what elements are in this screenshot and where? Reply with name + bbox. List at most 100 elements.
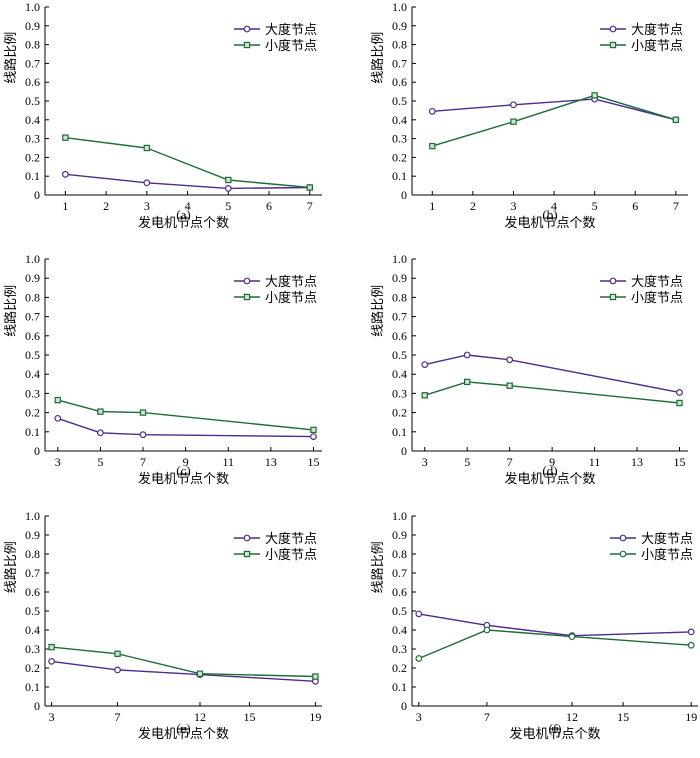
legend-label: 小度节点: [641, 547, 693, 563]
chart-panel-6: 0 0.1 0.2 0.3 0.4 0.5 0.6 0.7 0.8 0.9 1.0 3 7 12 15 19 发…: [370, 509, 698, 742]
y-tick-label: 0: [34, 699, 40, 713]
data-point-s2: [676, 399, 683, 407]
y-tick-label: 0.3: [25, 132, 40, 146]
x-tick-label: 6: [632, 199, 638, 213]
y-tick-label: 0.9: [25, 19, 40, 33]
x-tick-label: 7: [307, 199, 313, 213]
y-tick-label: 0.9: [392, 528, 407, 542]
legend-label: 大度节点: [265, 22, 317, 38]
x-tick-label: 13: [631, 455, 643, 469]
legend-label: 大度节点: [631, 22, 683, 38]
y-tick-label: 0.4: [392, 113, 407, 127]
legend-marker: [243, 534, 251, 542]
panel-caption: (b): [542, 207, 557, 222]
y-tick-label: 0.3: [392, 386, 407, 400]
legend-marker: [243, 293, 251, 301]
panel-caption: (e): [176, 721, 190, 736]
legend-marker: [609, 41, 617, 49]
y-tick-label: 1.0: [25, 509, 40, 523]
y-tick-label: 0.5: [25, 348, 40, 362]
y-tick-label: 0.3: [25, 642, 40, 656]
data-point-s1: [48, 657, 55, 665]
data-point-s2: [483, 626, 491, 634]
chart-panel-2: 0 0.1 0.2 0.3 0.4 0.5 0.6 0.7 0.8 0.9 1.0 1 2 3 4 5 6 7 发电…: [370, 0, 688, 231]
y-tick-label: 0.2: [25, 661, 40, 675]
y-axis-label: 线路比例: [370, 285, 386, 337]
y-tick-label: 0.3: [392, 132, 407, 146]
data-point-s2: [143, 144, 151, 152]
panel-caption: (d): [542, 463, 557, 478]
data-point-s1: [143, 179, 151, 187]
data-point-s2: [415, 655, 423, 662]
y-tick-label: 1.0: [25, 252, 40, 266]
y-tick-label: 0.6: [25, 585, 40, 599]
data-point-s1: [224, 185, 232, 192]
series-line-1: [424, 354, 680, 394]
y-tick-label: 1.0: [392, 0, 407, 14]
x-axis-label: 发电机节点个数: [504, 215, 595, 231]
y-tick-label: 0.6: [392, 329, 407, 343]
y-tick-label: 0.6: [392, 75, 407, 89]
legend-label: 小度节点: [631, 38, 683, 54]
data-point-s1: [463, 351, 471, 359]
y-tick-label: 0.9: [392, 271, 407, 285]
x-tick-label: 15: [243, 710, 255, 724]
legend-label: 大度节点: [641, 531, 693, 547]
y-tick-label: 0: [34, 444, 40, 458]
legend-label: 小度节点: [265, 38, 317, 54]
x-tick-label: 7: [484, 710, 490, 724]
legend-marker: [619, 550, 627, 558]
data-point-s1: [428, 107, 436, 115]
x-tick-label: 4: [185, 199, 191, 213]
y-axis-label: 线路比例: [3, 285, 19, 337]
data-point-s2: [672, 116, 680, 123]
y-tick-label: 0.2: [392, 661, 407, 675]
y-axis-label: 线路比例: [370, 541, 386, 593]
y-tick-label: 0.7: [392, 566, 407, 580]
legend-marker: [609, 25, 617, 33]
series-line-2: [51, 646, 316, 678]
x-tick-label: 5: [97, 455, 103, 469]
x-tick-label: 15: [307, 455, 319, 469]
y-tick-label: 0.8: [25, 38, 40, 52]
y-tick-label: 0.1: [25, 425, 40, 439]
y-tick-label: 0.8: [392, 290, 407, 304]
y-tick-label: 0.3: [392, 642, 407, 656]
y-tick-label: 0.5: [392, 94, 407, 108]
y-tick-label: 0: [34, 188, 40, 202]
x-tick-label: 2: [470, 199, 476, 213]
x-axis-label: 发电机节点个数: [138, 471, 229, 487]
x-tick-label: 5: [225, 199, 231, 213]
x-tick-label: 3: [416, 710, 422, 724]
x-tick-label: 1: [62, 199, 68, 213]
y-axis-label: 线路比例: [3, 541, 19, 593]
series-line-1: [51, 660, 316, 682]
data-point-s1: [310, 433, 317, 441]
x-tick-label: 9: [549, 455, 555, 469]
x-tick-label: 13: [265, 455, 277, 469]
data-point-s2: [54, 396, 61, 404]
series-line-2: [424, 381, 680, 404]
x-tick-label: 15: [617, 710, 629, 724]
y-axis-label: 线路比例: [370, 32, 386, 84]
y-tick-label: 0.7: [25, 310, 40, 324]
x-tick-label: 2: [103, 199, 109, 213]
y-tick-label: 0.6: [25, 329, 40, 343]
data-point-s2: [421, 392, 428, 399]
y-tick-label: 0.2: [25, 406, 40, 420]
legend-marker: [619, 534, 627, 542]
y-tick-label: 0.7: [392, 310, 407, 324]
y-tick-label: 0.1: [392, 680, 407, 694]
data-point-s1: [114, 666, 121, 674]
x-tick-label: 5: [464, 455, 470, 469]
x-tick-label: 11: [589, 455, 601, 469]
y-tick-label: 0: [401, 444, 407, 458]
chart-panel-3: 0 0.1 0.2 0.3 0.4 0.5 0.6 0.7 0.8 0.9 1.0 3 5 7 9 11 13 1…: [3, 252, 322, 487]
y-tick-label: 0.6: [392, 585, 407, 599]
x-tick-label: 3: [510, 199, 516, 213]
x-tick-label: 6: [266, 199, 272, 213]
legend-label: 小度节点: [265, 547, 317, 563]
x-tick-label: 15: [674, 455, 686, 469]
data-point-s2: [687, 641, 695, 649]
